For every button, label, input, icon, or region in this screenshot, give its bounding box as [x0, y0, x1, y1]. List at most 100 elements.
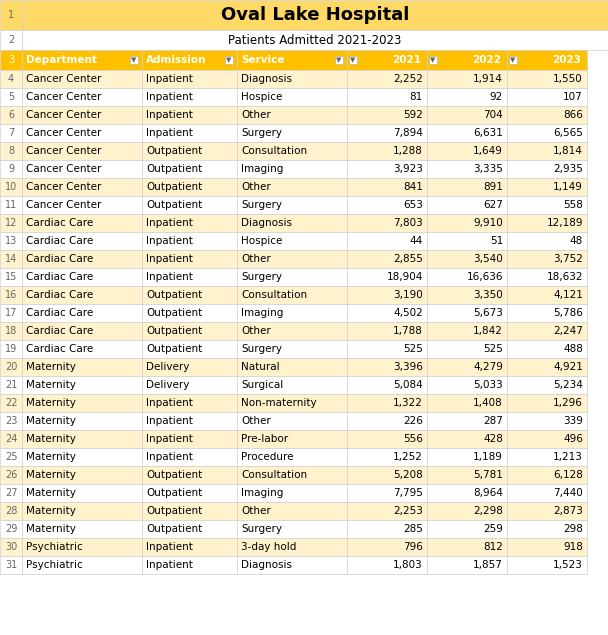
- Text: 2,247: 2,247: [553, 326, 583, 336]
- Text: Imaging: Imaging: [241, 164, 283, 174]
- Bar: [507, 340, 587, 358]
- Bar: [142, 484, 237, 502]
- Text: 3,335: 3,335: [473, 164, 503, 174]
- Bar: [347, 70, 427, 88]
- Text: Maternity: Maternity: [26, 362, 76, 372]
- Bar: [347, 160, 427, 178]
- Bar: [507, 160, 587, 178]
- Text: Imaging: Imaging: [241, 308, 283, 318]
- Text: 3,190: 3,190: [393, 290, 423, 300]
- Text: Inpatient: Inpatient: [146, 452, 193, 462]
- Text: Procedure: Procedure: [241, 452, 294, 462]
- Bar: [507, 556, 587, 574]
- Text: Maternity: Maternity: [26, 380, 76, 390]
- Bar: [347, 178, 427, 196]
- Bar: [427, 556, 507, 574]
- Bar: [507, 232, 587, 250]
- Text: Cardiac Care: Cardiac Care: [26, 290, 93, 300]
- Text: Consultation: Consultation: [241, 470, 307, 480]
- Bar: [507, 430, 587, 448]
- Bar: [347, 214, 427, 232]
- Bar: [427, 466, 507, 484]
- Bar: [507, 250, 587, 268]
- Text: 2022: 2022: [472, 55, 501, 65]
- Text: Cancer Center: Cancer Center: [26, 74, 102, 84]
- Bar: [0, 502, 22, 520]
- Bar: [347, 538, 427, 556]
- Bar: [237, 124, 347, 142]
- Text: 592: 592: [403, 110, 423, 120]
- Bar: [142, 70, 237, 88]
- Text: 1,189: 1,189: [473, 452, 503, 462]
- Text: 24: 24: [5, 434, 17, 444]
- Bar: [0, 178, 22, 196]
- Bar: [237, 484, 347, 502]
- Bar: [0, 484, 22, 502]
- Text: 1,523: 1,523: [553, 560, 583, 570]
- Bar: [0, 160, 22, 178]
- Bar: [427, 538, 507, 556]
- Bar: [142, 88, 237, 106]
- Bar: [427, 50, 507, 70]
- Text: 13: 13: [5, 236, 17, 246]
- Text: 6: 6: [8, 110, 14, 120]
- Bar: [507, 412, 587, 430]
- Bar: [0, 124, 22, 142]
- Bar: [507, 358, 587, 376]
- Text: Cancer Center: Cancer Center: [26, 182, 102, 192]
- Text: 8,964: 8,964: [473, 488, 503, 498]
- Bar: [0, 70, 22, 88]
- Text: 7: 7: [8, 128, 14, 138]
- Text: Inpatient: Inpatient: [146, 434, 193, 444]
- Bar: [0, 88, 22, 106]
- Bar: [142, 466, 237, 484]
- Bar: [0, 556, 22, 574]
- Text: 12: 12: [5, 218, 17, 228]
- Text: 7,803: 7,803: [393, 218, 423, 228]
- Bar: [427, 106, 507, 124]
- Bar: [142, 286, 237, 304]
- Bar: [0, 304, 22, 322]
- Bar: [427, 142, 507, 160]
- Text: Maternity: Maternity: [26, 434, 76, 444]
- Bar: [427, 196, 507, 214]
- Text: Surgery: Surgery: [241, 344, 282, 354]
- Text: Non-maternity: Non-maternity: [241, 398, 317, 408]
- Bar: [22, 124, 142, 142]
- Text: 556: 556: [403, 434, 423, 444]
- Text: 4,121: 4,121: [553, 290, 583, 300]
- Bar: [22, 556, 142, 574]
- Text: Delivery: Delivery: [146, 380, 189, 390]
- Bar: [427, 394, 507, 412]
- Text: Maternity: Maternity: [26, 416, 76, 426]
- Text: 8: 8: [8, 146, 14, 156]
- Bar: [507, 502, 587, 520]
- Bar: [347, 196, 427, 214]
- Bar: [142, 232, 237, 250]
- Text: Other: Other: [241, 182, 271, 192]
- Bar: [142, 160, 237, 178]
- Text: Outpatient: Outpatient: [146, 524, 202, 534]
- Bar: [0, 214, 22, 232]
- Bar: [237, 430, 347, 448]
- Text: 31: 31: [5, 560, 17, 570]
- Text: Delivery: Delivery: [146, 362, 189, 372]
- Bar: [507, 448, 587, 466]
- Text: Surgery: Surgery: [241, 200, 282, 210]
- Text: 23: 23: [5, 416, 17, 426]
- Text: 3,350: 3,350: [473, 290, 503, 300]
- Text: 11: 11: [5, 200, 17, 210]
- Text: Other: Other: [241, 416, 271, 426]
- Bar: [347, 286, 427, 304]
- Text: 92: 92: [490, 92, 503, 102]
- Text: 226: 226: [403, 416, 423, 426]
- Text: Outpatient: Outpatient: [146, 200, 202, 210]
- Bar: [142, 106, 237, 124]
- Text: Diagnosis: Diagnosis: [241, 560, 292, 570]
- Bar: [427, 88, 507, 106]
- Text: Outpatient: Outpatient: [146, 308, 202, 318]
- Bar: [507, 466, 587, 484]
- Text: Patients Admitted 2021-2023: Patients Admitted 2021-2023: [229, 34, 402, 46]
- Bar: [427, 214, 507, 232]
- Bar: [427, 376, 507, 394]
